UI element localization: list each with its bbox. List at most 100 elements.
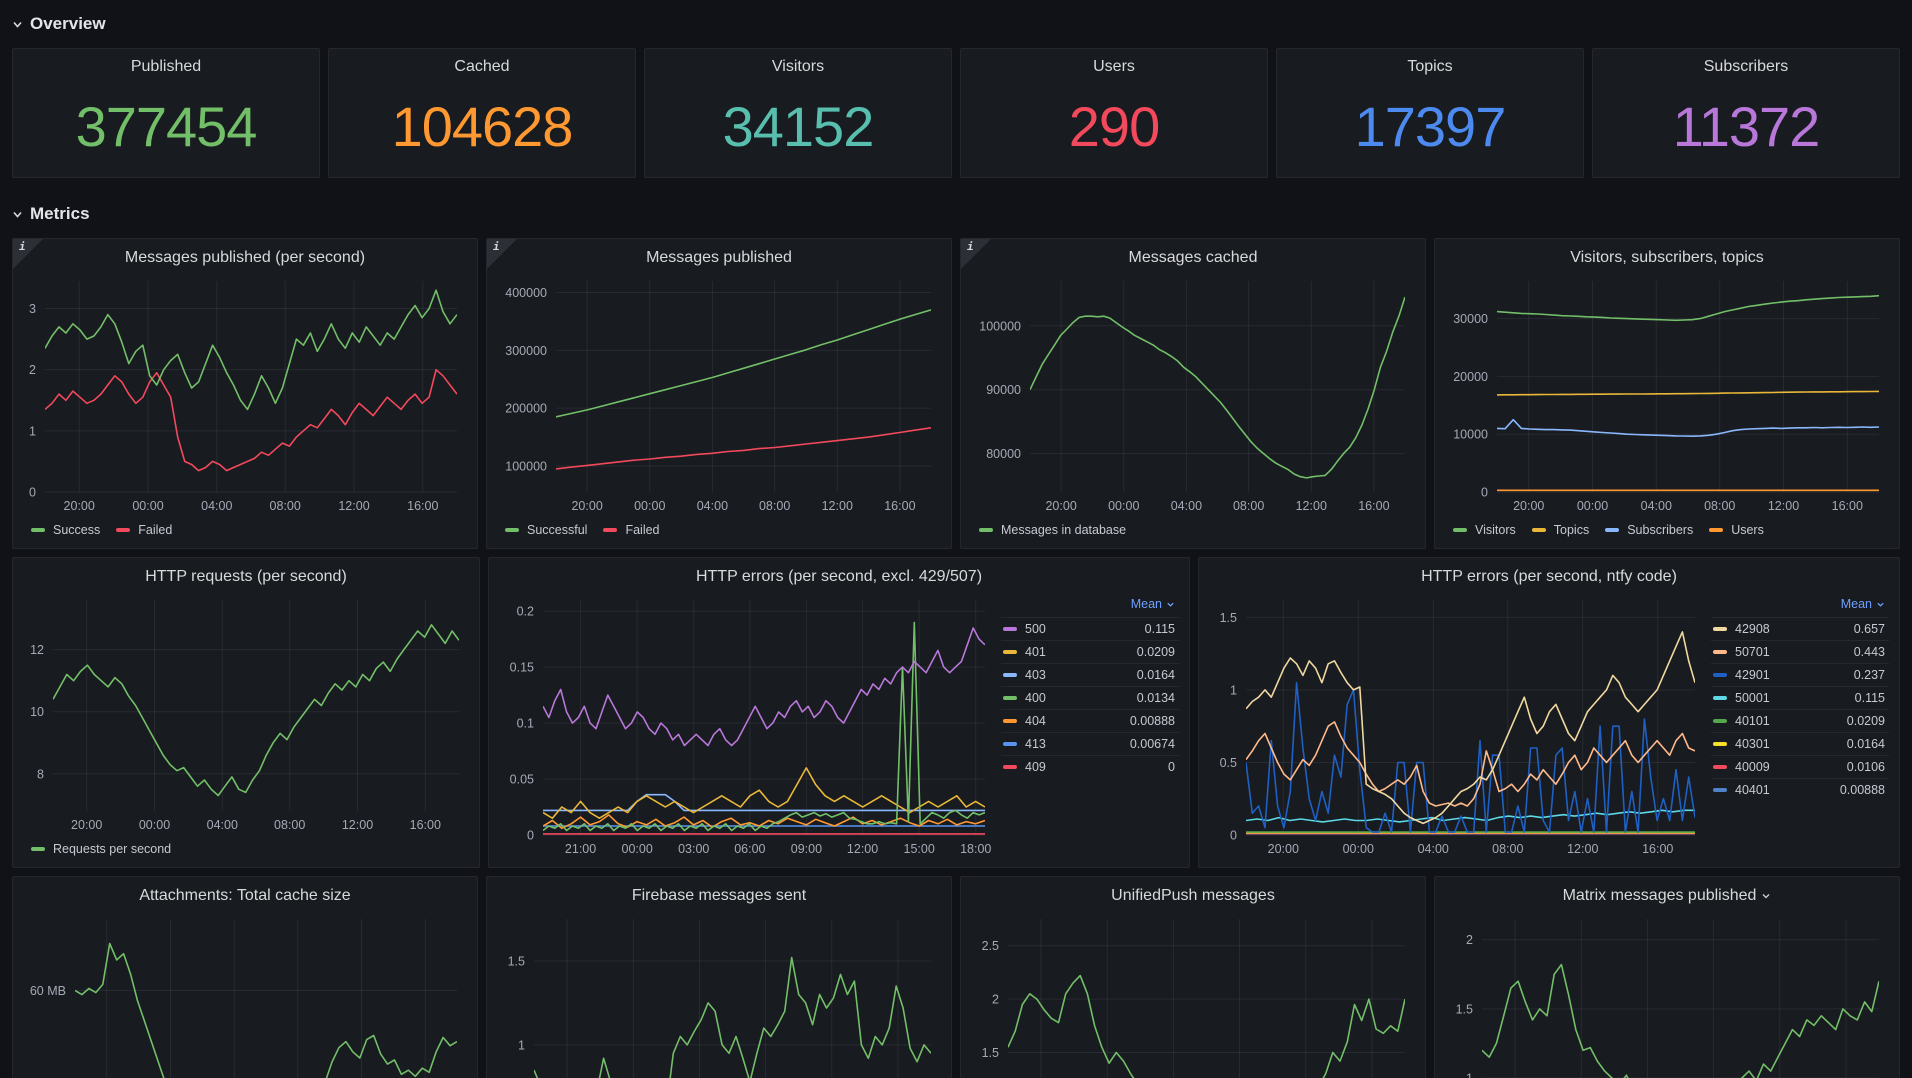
panel-title[interactable]: Messages cached: [1128, 249, 1258, 266]
y-tick-label: 100000: [979, 319, 1021, 333]
legend-mean-sort-header[interactable]: Mean: [1001, 594, 1179, 617]
panel-http-requests: HTTP requests (per second) 20:00 00:00 04:…: [12, 557, 480, 868]
legend-table-row[interactable]: 409 0: [1001, 755, 1179, 778]
legend-item[interactable]: Success: [31, 523, 100, 537]
legend-table-row[interactable]: 40009 0.0106: [1711, 755, 1889, 778]
legend: Success Failed: [23, 518, 467, 542]
stat-title: Users: [1093, 58, 1135, 75]
legend-item[interactable]: Users: [1709, 523, 1764, 537]
y-tick-label: 10: [30, 705, 44, 719]
series-500: [543, 627, 985, 747]
x-tick-label: 16:00: [410, 818, 441, 832]
section-title-overview: Overview: [30, 14, 106, 33]
chart-canvas: 21:00 00:00 03:00 06:00 09:00 12:00 15:00 18:00…: [499, 592, 995, 861]
x-tick-label: 15:00: [904, 842, 935, 856]
panel-title[interactable]: Firebase messages sent: [631, 887, 807, 904]
legend-item[interactable]: Requests per second: [31, 842, 171, 856]
legend-label: Successful: [527, 523, 588, 537]
chart-canvas: 20:00 00:00 04:00 08:00 12:00 16:00 80000 90000…: [971, 273, 1415, 518]
legend-label: Messages in database: [1001, 523, 1127, 537]
legend-table-row[interactable]: 403 0.0164: [1001, 663, 1179, 686]
panel-title[interactable]: HTTP errors (per second, ntfy code): [1421, 568, 1677, 585]
legend-item[interactable]: Subscribers: [1605, 523, 1693, 537]
legend-table-row[interactable]: 40301 0.0164: [1711, 732, 1889, 755]
y-tick-label: 1: [1466, 1071, 1473, 1078]
legend-table-row[interactable]: 500 0.115: [1001, 617, 1179, 640]
series-matrix-messages: [1482, 963, 1879, 1078]
legend-table-row[interactable]: 404 0.00888: [1001, 709, 1179, 732]
legend-mean-value: 0.0209: [1136, 645, 1175, 659]
legend-item[interactable]: Successful: [505, 523, 587, 537]
panel-title[interactable]: Messages published (per second): [124, 249, 366, 266]
y-tick-label: 100000: [505, 459, 547, 473]
panel-title[interactable]: HTTP errors (per second, excl. 429/507): [695, 568, 983, 585]
stat-title: Subscribers: [1703, 58, 1789, 75]
legend-table-row[interactable]: 40401 0.00888: [1711, 778, 1889, 801]
section-header-overview[interactable]: Overview: [12, 8, 1900, 40]
legend-series-label: 40401: [1735, 783, 1770, 797]
series-successful: [556, 309, 931, 418]
chart-canvas: 20:00 00:00 04:00 08:00 12:00 16:00 100000 2000…: [497, 273, 941, 518]
legend-item[interactable]: Failed: [116, 523, 172, 537]
panel-title[interactable]: Messages published: [646, 249, 792, 266]
legend-mean-value: 0.115: [1854, 691, 1885, 705]
legend-mean-sort-header[interactable]: Mean: [1711, 594, 1889, 617]
legend-mean-value: 0.237: [1853, 668, 1885, 682]
legend-series-label: 40301: [1735, 737, 1770, 751]
series-success: [45, 289, 457, 411]
stat-value: 377454: [75, 94, 258, 158]
section-header-metrics[interactable]: Metrics: [12, 198, 1900, 230]
legend-mean-value: 0.443: [1853, 645, 1885, 659]
legend-table-row[interactable]: 40101 0.0209: [1711, 709, 1889, 732]
legend-series-label: 42908: [1735, 622, 1770, 636]
legend-swatch-icon: [1003, 742, 1017, 746]
legend-item[interactable]: Failed: [603, 523, 660, 537]
series-subscribers: [1497, 418, 1879, 437]
legend-swatch-icon: [1713, 788, 1727, 792]
panel-title[interactable]: Attachments: Total cache size: [139, 887, 351, 904]
legend-table-row[interactable]: 400 0.0134: [1001, 686, 1179, 709]
x-tick-label: 20:00: [71, 818, 102, 832]
stat-panel-visitors: Visitors 34152: [644, 48, 952, 178]
panel-info-icon[interactable]: i: [13, 239, 43, 269]
x-tick-label: 20:00: [1045, 499, 1076, 513]
legend-item[interactable]: Messages in database: [979, 523, 1126, 537]
legend-label: Failed: [625, 523, 660, 537]
panel-info-icon[interactable]: i: [961, 239, 991, 269]
legend-table-row[interactable]: 50001 0.115: [1711, 686, 1889, 709]
chevron-down-icon[interactable]: [1761, 891, 1771, 901]
legend-swatch-icon: [1003, 696, 1017, 700]
y-tick-label: 300000: [505, 344, 547, 358]
legend-item[interactable]: Topics: [1531, 523, 1589, 537]
legend-table: Mean 500 0.115 401 0.0209 403 0.0164 400 0.0134 4…: [1001, 594, 1179, 778]
stat-panel-users: Users 290: [960, 48, 1268, 178]
panel-title[interactable]: UnifiedPush messages: [1111, 887, 1275, 904]
x-tick-label: 12:00: [847, 842, 878, 856]
legend-table-row[interactable]: 42908 0.657: [1711, 617, 1889, 640]
y-tick-label: 10000: [1453, 428, 1488, 442]
legend: Requests per second: [23, 837, 469, 861]
legend-table-row[interactable]: 413 0.00674: [1001, 732, 1179, 755]
stat-panel-published: Published 377454: [12, 48, 320, 178]
legend-item[interactable]: Visitors: [1453, 523, 1516, 537]
legend-swatch-icon: [1003, 650, 1017, 654]
chart-canvas: 20:00 00:00 04:00 08:00 12:00 16:00 8 10 12: [23, 592, 469, 837]
panel-title[interactable]: HTTP requests (per second): [145, 568, 347, 585]
panel-info-icon[interactable]: i: [487, 239, 517, 269]
legend-table-row[interactable]: 42901 0.237: [1711, 663, 1889, 686]
panel-unifiedpush-messages: UnifiedPush messages 20:0000:0004:0008:0…: [960, 876, 1426, 1078]
y-tick-label: 60 MB: [30, 984, 66, 998]
x-tick-label: 20:00: [64, 499, 95, 513]
x-tick-label: 16:00: [884, 499, 915, 513]
panel-title[interactable]: Matrix messages published: [1445, 881, 1889, 911]
legend-table-row[interactable]: 401 0.0209: [1001, 640, 1179, 663]
legend-mean-value: 0.115: [1144, 622, 1175, 636]
legend-swatch-icon: [1713, 650, 1727, 654]
legend-mean-value: 0.0209: [1846, 714, 1885, 728]
panel-title[interactable]: Visitors, subscribers, topics: [1570, 249, 1764, 266]
legend-swatch-icon: [1453, 528, 1467, 532]
legend-table-row[interactable]: 50701 0.443: [1711, 640, 1889, 663]
x-tick-label: 16:00: [407, 499, 438, 513]
